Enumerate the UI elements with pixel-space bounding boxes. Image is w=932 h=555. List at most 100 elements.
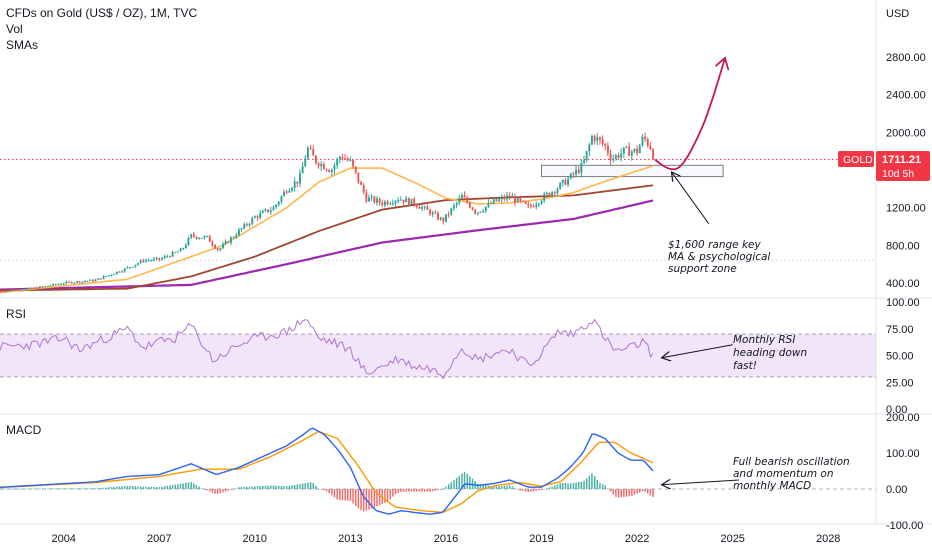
- candle: [593, 134, 596, 145]
- rsi-tick: 0.00: [886, 404, 907, 416]
- candle: [591, 134, 593, 146]
- candle-body: [123, 268, 126, 272]
- candle-body: [344, 158, 347, 160]
- macd-hist-bar: [84, 488, 86, 490]
- macd-hist-bar: [588, 475, 591, 489]
- candle: [179, 247, 182, 252]
- candle-body: [208, 235, 211, 242]
- macd-hist-bar: [206, 489, 208, 491]
- macd-hist-bar: [81, 488, 84, 490]
- candle-body: [147, 260, 150, 262]
- macd-hist-bar: [546, 488, 548, 490]
- candle: [490, 200, 493, 205]
- candle: [545, 191, 548, 195]
- candle: [604, 143, 607, 151]
- macd-hist-bar: [142, 486, 145, 489]
- candle-body: [453, 205, 455, 209]
- candle: [569, 172, 572, 180]
- badge-symbol: GOLD: [843, 154, 873, 166]
- candle-body: [357, 172, 360, 183]
- macd-hist-bar: [493, 486, 495, 489]
- candle-body: [559, 182, 562, 189]
- candle: [585, 151, 588, 163]
- candle: [195, 236, 198, 240]
- candle: [482, 208, 485, 213]
- candle: [553, 191, 556, 198]
- candle: [413, 196, 416, 207]
- candle-body: [28, 288, 31, 289]
- support-note-line-2: MA & psychological: [668, 251, 770, 263]
- candle-body: [7, 290, 9, 292]
- macd-hist-bar: [421, 489, 423, 492]
- candle: [530, 203, 532, 209]
- support-callout-arrow: [672, 173, 710, 224]
- macd-hist-bar: [442, 488, 445, 490]
- candle-body: [360, 182, 362, 185]
- candle: [442, 216, 445, 225]
- macd-hist-bar: [413, 489, 415, 492]
- candle-body: [187, 238, 190, 245]
- candle-body: [216, 248, 219, 251]
- candle: [487, 199, 490, 209]
- candle-body: [641, 136, 644, 146]
- macd-hist-bar: [222, 489, 224, 493]
- macd-hist-bar: [110, 487, 113, 489]
- candle: [81, 281, 84, 284]
- candle-body: [614, 155, 617, 159]
- candle: [150, 259, 153, 262]
- candle-body: [86, 281, 89, 282]
- rsi-note-line-1: Monthly RSI: [733, 334, 795, 346]
- macd-pane-label: MACD: [6, 423, 42, 437]
- candle: [44, 285, 47, 287]
- candle-body: [500, 197, 503, 200]
- candle: [158, 257, 161, 262]
- candle-body: [410, 198, 413, 205]
- macd-hist-bar: [31, 488, 33, 490]
- candle-body: [118, 271, 121, 273]
- macd-hist-bar: [264, 485, 267, 489]
- candle-body: [575, 169, 577, 175]
- candle: [466, 195, 469, 204]
- candle-body: [386, 201, 389, 205]
- badge-symbol-bg: [838, 151, 874, 167]
- macd-axis-ticks: 200.00 100.00 0.00 -100.00: [886, 412, 923, 532]
- macd-hist-bar: [543, 489, 545, 490]
- macd-hist-bar: [538, 489, 540, 491]
- candle: [437, 211, 439, 221]
- macd-hist-bar: [63, 488, 65, 490]
- macd-hist-bar: [426, 489, 429, 492]
- candle: [301, 162, 304, 174]
- candle: [190, 233, 193, 239]
- macd-hist-bar: [193, 483, 195, 489]
- macd-hist-bar: [68, 488, 70, 490]
- candle: [338, 155, 341, 164]
- macd-hist-bar: [153, 487, 155, 489]
- candle-body: [322, 163, 325, 170]
- candle-body: [599, 137, 601, 140]
- candle: [15, 289, 17, 291]
- macd-hist-bar: [596, 480, 598, 489]
- macd-hist-bar: [235, 488, 237, 489]
- macd-hist-bar: [485, 484, 487, 489]
- macd-hist-bar: [23, 488, 25, 490]
- candle: [344, 154, 347, 160]
- projection-arrow: [653, 59, 725, 171]
- candle-body: [431, 212, 434, 215]
- candle-body: [12, 290, 15, 292]
- candle: [580, 160, 583, 178]
- candle-body: [516, 197, 519, 203]
- macd-hist-bar: [33, 488, 36, 490]
- candle: [113, 273, 116, 275]
- candle-body: [630, 151, 633, 156]
- price-tick: 2800.00: [886, 52, 926, 64]
- candle-body: [131, 266, 134, 268]
- candle-body: [150, 260, 153, 262]
- candle-body: [333, 165, 336, 170]
- candle: [599, 136, 601, 145]
- time-tick: 2004: [51, 533, 75, 545]
- candle-body: [49, 285, 52, 287]
- candle: [439, 216, 442, 221]
- candle: [537, 202, 540, 207]
- macd-hist-bar: [583, 480, 585, 489]
- macd-hist-bar: [17, 488, 20, 490]
